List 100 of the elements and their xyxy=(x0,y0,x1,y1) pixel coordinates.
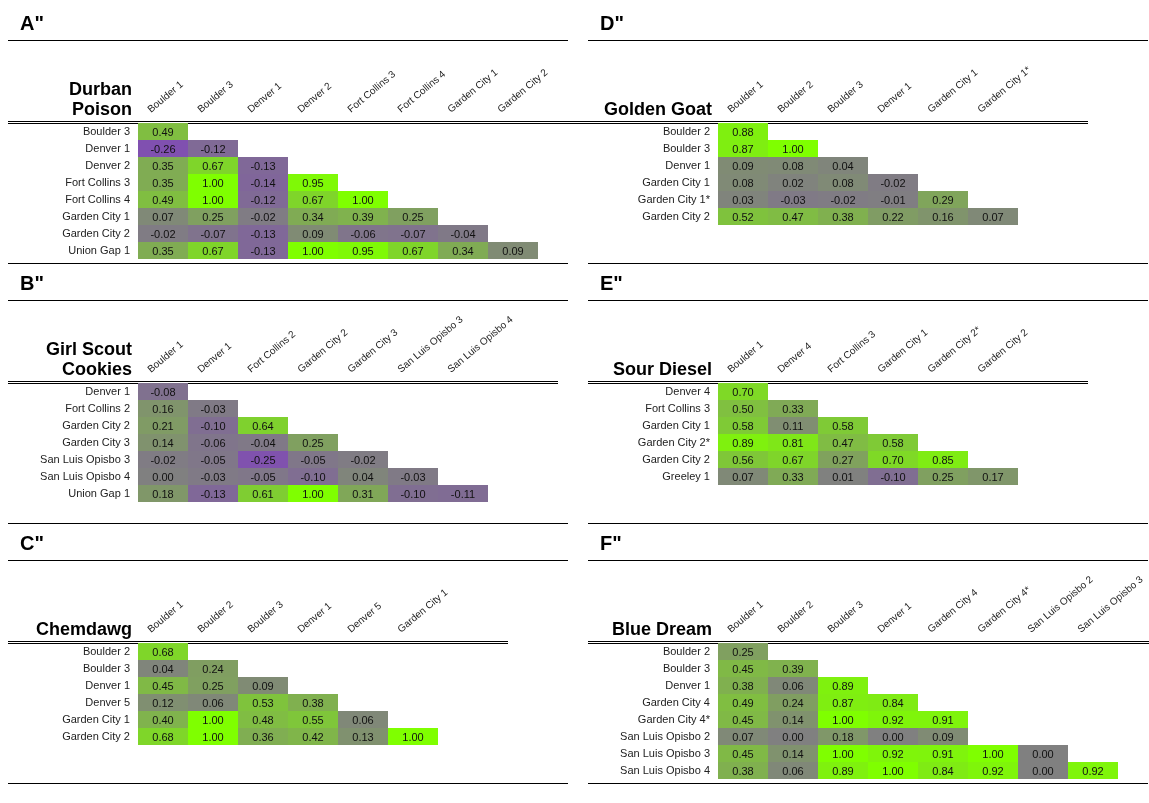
data-label: 0.55 xyxy=(302,713,324,726)
y-tick-label: Fort Collins 3 xyxy=(645,402,710,415)
data-label: 0.06 xyxy=(782,679,804,692)
data-label: 0.24 xyxy=(202,662,224,675)
data-label: 0.08 xyxy=(782,159,804,172)
data-label: -0.03 xyxy=(200,402,226,415)
data-label: -0.10 xyxy=(880,470,906,483)
data-label: 0.25 xyxy=(732,645,754,658)
data-label: 0.04 xyxy=(352,470,374,483)
chart-title: Blue Dream xyxy=(610,618,712,639)
data-label: 0.91 xyxy=(932,713,954,726)
data-label: 1.00 xyxy=(982,747,1004,760)
data-label: 0.21 xyxy=(152,419,174,432)
data-label: 0.42 xyxy=(302,730,324,743)
y-tick-label: Denver 5 xyxy=(85,696,130,709)
y-tick-label: Denver 4 xyxy=(665,385,710,398)
data-label: 1.00 xyxy=(302,244,324,257)
data-label: -0.11 xyxy=(450,487,476,500)
data-label: 0.88 xyxy=(732,125,754,138)
data-label: 1.00 xyxy=(202,193,224,206)
data-label: 0.04 xyxy=(832,159,854,172)
data-label: 0.53 xyxy=(252,696,274,709)
y-tick-label: Garden City 1 xyxy=(62,210,130,223)
y-tick-label: Denver 2 xyxy=(85,159,130,172)
data-label: 0.95 xyxy=(302,176,324,189)
data-label: 0.45 xyxy=(152,679,174,692)
data-label: -0.14 xyxy=(250,176,276,189)
data-label: 0.12 xyxy=(152,696,174,709)
data-label: 1.00 xyxy=(202,176,224,189)
data-label: 0.39 xyxy=(352,210,374,223)
data-label: -0.02 xyxy=(150,227,176,240)
y-tick-label: Garden City 2 xyxy=(62,227,130,240)
data-label: 0.38 xyxy=(732,764,754,777)
y-tick-label: Union Gap 1 xyxy=(68,244,130,257)
data-label: 0.68 xyxy=(152,730,174,743)
data-label: 0.14 xyxy=(152,436,174,449)
text: D" xyxy=(600,12,624,34)
data-label: 0.34 xyxy=(452,244,474,257)
data-label: 0.70 xyxy=(882,453,904,466)
data-label: 0.92 xyxy=(982,764,1004,777)
y-tick-label: Denver 1 xyxy=(665,679,710,692)
data-label: 0.35 xyxy=(152,176,174,189)
chart-title: Sour Diesel xyxy=(611,358,712,379)
y-tick-label: Denver 1 xyxy=(665,159,710,172)
data-label: 0.09 xyxy=(502,244,524,257)
data-label: 0.07 xyxy=(732,730,754,743)
data-label: 1.00 xyxy=(302,487,324,500)
data-label: 0.89 xyxy=(732,436,754,449)
y-tick-label: Garden City 2* xyxy=(637,436,711,449)
data-label: 0.14 xyxy=(782,713,804,726)
y-tick-label: Garden City 2 xyxy=(62,419,130,432)
data-label: 0.03 xyxy=(732,193,754,206)
data-label: 0.06 xyxy=(352,713,374,726)
data-label: 0.38 xyxy=(732,679,754,692)
data-label: 0.39 xyxy=(782,662,804,675)
data-label: -0.05 xyxy=(300,453,326,466)
data-label: 0.14 xyxy=(782,747,804,760)
chart-title: Durban Poison xyxy=(68,78,132,119)
data-label: 0.35 xyxy=(152,159,174,172)
data-label: 0.49 xyxy=(152,125,174,138)
data-label: -0.02 xyxy=(350,453,376,466)
y-tick-label: San Luis Opisbo 4 xyxy=(620,764,710,777)
y-tick-label: Boulder 3 xyxy=(662,662,710,675)
data-label: -0.06 xyxy=(350,227,376,240)
data-label: 0.38 xyxy=(302,696,324,709)
data-label: 0.01 xyxy=(832,470,854,483)
y-tick-label: Fort Collins 2 xyxy=(65,402,130,415)
data-label: 0.67 xyxy=(202,244,224,257)
data-label: 0.00 xyxy=(152,470,174,483)
data-label: 0.92 xyxy=(882,713,904,726)
y-tick-label: Garden City 2 xyxy=(642,210,710,223)
y-tick-label: Garden City 1 xyxy=(642,176,710,189)
data-label: 0.00 xyxy=(1032,764,1054,777)
data-label: 0.52 xyxy=(732,210,754,223)
data-label: 0.84 xyxy=(882,696,904,709)
data-label: -0.13 xyxy=(250,227,276,240)
data-label: 0.25 xyxy=(402,210,424,223)
data-label: 0.92 xyxy=(1082,764,1104,777)
data-label: 0.06 xyxy=(782,764,804,777)
data-label: 0.07 xyxy=(732,470,754,483)
data-label: 0.84 xyxy=(932,764,954,777)
data-label: -0.04 xyxy=(450,227,476,240)
data-label: 0.58 xyxy=(882,436,904,449)
data-label: 0.07 xyxy=(152,210,174,223)
data-label: 1.00 xyxy=(402,730,424,743)
data-label: -0.03 xyxy=(400,470,426,483)
data-label: 0.25 xyxy=(202,679,224,692)
chart-title: Girl Scout Cookies xyxy=(45,338,132,379)
y-tick-label: Union Gap 1 xyxy=(68,487,130,500)
data-label: -0.13 xyxy=(200,487,226,500)
data-label: -0.02 xyxy=(150,453,176,466)
y-tick-label: San Luis Opisbo 3 xyxy=(40,453,130,466)
data-label: 0.33 xyxy=(782,470,804,483)
data-label: 0.47 xyxy=(782,210,804,223)
data-label: 1.00 xyxy=(832,713,854,726)
data-label: 0.31 xyxy=(352,487,374,500)
data-label: 0.08 xyxy=(732,176,754,189)
data-label: 1.00 xyxy=(352,193,374,206)
data-label: 1.00 xyxy=(832,747,854,760)
data-label: 0.70 xyxy=(732,385,754,398)
